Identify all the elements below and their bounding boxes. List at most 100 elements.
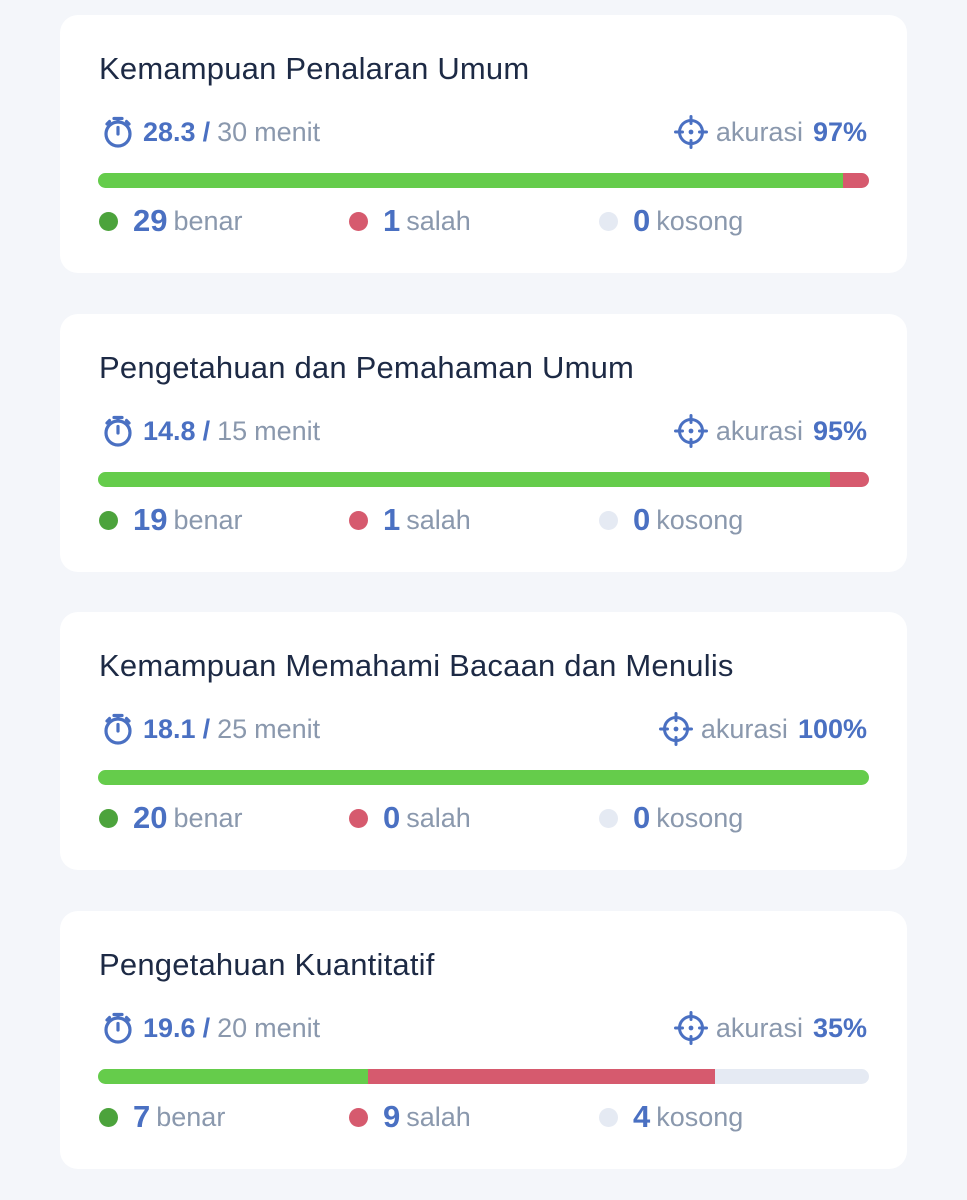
correct-count: 7 (133, 1099, 151, 1134)
correct-label: benar (156, 1101, 226, 1132)
crosshair-target-icon (673, 115, 708, 149)
correct-count: 20 (133, 800, 168, 835)
wrong-stat: 1 salah (348, 202, 471, 240)
wrong-segment (830, 472, 869, 487)
correct-label: benar (173, 802, 243, 833)
accuracy-summary: akurasi 97% (673, 114, 867, 150)
correct-stat: 20 benar (98, 799, 243, 837)
green-dot-icon (99, 510, 118, 530)
red-dot-icon (349, 1107, 368, 1127)
correct-segment (98, 173, 844, 188)
wrong-label: salah (406, 1101, 471, 1132)
correct-segment (98, 472, 831, 487)
result-progress-bar (98, 173, 869, 188)
grey-dot-icon (599, 808, 618, 828)
grey-dot-icon (599, 211, 618, 231)
empty-label: kosong (656, 205, 744, 236)
section-card: Pengetahuan dan Pemahaman Umum 14.8 / 15… (60, 314, 907, 572)
time-unit: menit (254, 116, 321, 147)
empty-stat: 0 kosong (598, 202, 743, 240)
time-separator: / (202, 116, 211, 147)
time-separator: / (202, 1012, 211, 1043)
accuracy-value: 100% (797, 713, 867, 744)
time-separator: / (202, 713, 211, 744)
wrong-segment (843, 173, 869, 188)
red-dot-icon (349, 808, 368, 828)
correct-count: 29 (133, 203, 168, 238)
time-separator: / (202, 415, 211, 446)
accuracy-summary: akurasi 35% (673, 1010, 867, 1046)
time-unit: menit (254, 415, 321, 446)
empty-stat: 0 kosong (598, 799, 743, 837)
answer-stats: 7 benar 9 salah 4 kosong (98, 1098, 878, 1136)
empty-count: 0 (633, 502, 651, 537)
wrong-count: 9 (383, 1099, 401, 1134)
crosshair-target-icon (673, 414, 708, 448)
grey-dot-icon (599, 1107, 618, 1127)
time-total: 25 (217, 713, 248, 744)
empty-label: kosong (656, 504, 744, 535)
section-title: Kemampuan Penalaran Umum (99, 51, 530, 86)
time-unit: menit (254, 1012, 321, 1043)
time-summary: 14.8 / 15 menit (101, 413, 320, 449)
accuracy-label: akurasi (715, 415, 803, 446)
accuracy-summary: akurasi 100% (658, 711, 867, 747)
time-summary: 28.3 / 30 menit (101, 114, 320, 150)
stopwatch-icon (101, 712, 135, 746)
red-dot-icon (349, 211, 368, 231)
correct-stat: 19 benar (98, 501, 243, 539)
green-dot-icon (99, 1107, 118, 1127)
stopwatch-icon (101, 414, 135, 448)
section-title: Pengetahuan dan Pemahaman Umum (99, 350, 635, 385)
correct-stat: 7 benar (98, 1098, 225, 1136)
time-used: 14.8 (143, 415, 196, 446)
empty-label: kosong (656, 802, 744, 833)
crosshair-target-icon (658, 712, 693, 746)
empty-count: 0 (633, 800, 651, 835)
time-total: 20 (217, 1012, 248, 1043)
wrong-label: salah (406, 504, 471, 535)
wrong-count: 0 (383, 800, 401, 835)
crosshair-target-icon (673, 1011, 708, 1045)
accuracy-value: 97% (812, 116, 867, 147)
wrong-label: salah (406, 802, 471, 833)
time-summary: 19.6 / 20 menit (101, 1010, 320, 1046)
green-dot-icon (99, 211, 118, 231)
correct-count: 19 (133, 502, 168, 537)
green-dot-icon (99, 808, 118, 828)
stopwatch-icon (101, 1011, 135, 1045)
correct-stat: 29 benar (98, 202, 243, 240)
wrong-count: 1 (383, 203, 401, 238)
stopwatch-icon (101, 115, 135, 149)
correct-label: benar (173, 205, 243, 236)
time-total: 30 (217, 116, 248, 147)
time-unit: menit (254, 713, 321, 744)
time-used: 19.6 (143, 1012, 196, 1043)
wrong-stat: 9 salah (348, 1098, 471, 1136)
accuracy-value: 95% (812, 415, 867, 446)
section-card: Pengetahuan Kuantitatif 19.6 / 20 menit … (60, 911, 907, 1169)
wrong-stat: 0 salah (348, 799, 471, 837)
wrong-label: salah (406, 205, 471, 236)
accuracy-summary: akurasi 95% (673, 413, 867, 449)
result-progress-bar (98, 770, 869, 785)
wrong-segment (367, 1069, 715, 1084)
section-card: Kemampuan Memahami Bacaan dan Menulis 18… (60, 612, 907, 870)
empty-count: 0 (633, 203, 651, 238)
accuracy-value: 35% (812, 1012, 867, 1043)
answer-stats: 20 benar 0 salah 0 kosong (98, 799, 878, 837)
section-title: Kemampuan Memahami Bacaan dan Menulis (99, 648, 734, 683)
correct-segment (98, 1069, 368, 1084)
red-dot-icon (349, 510, 368, 530)
accuracy-label: akurasi (700, 713, 788, 744)
grey-dot-icon (599, 510, 618, 530)
answer-stats: 19 benar 1 salah 0 kosong (98, 501, 878, 539)
result-progress-bar (98, 472, 869, 487)
empty-stat: 4 kosong (598, 1098, 743, 1136)
correct-label: benar (173, 504, 243, 535)
section-card: Kemampuan Penalaran Umum 28.3 / 30 menit… (60, 15, 907, 273)
time-summary: 18.1 / 25 menit (101, 711, 320, 747)
answer-stats: 29 benar 1 salah 0 kosong (98, 202, 878, 240)
time-total: 15 (217, 415, 248, 446)
result-progress-bar (98, 1069, 869, 1084)
